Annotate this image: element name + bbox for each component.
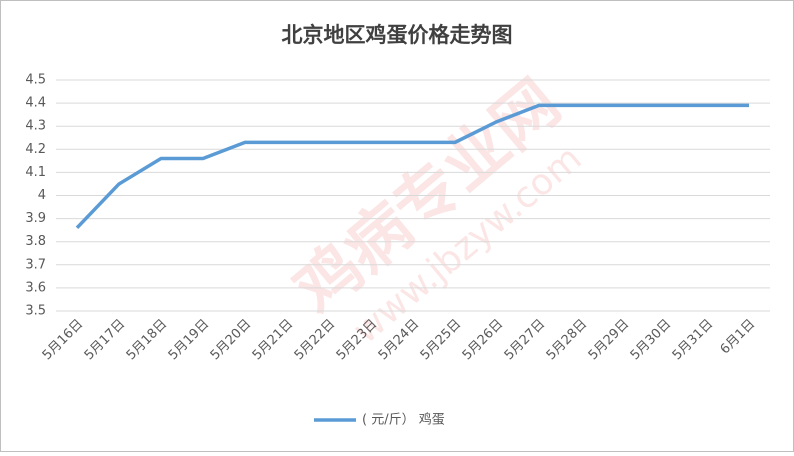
- chart-title: 北京地区鸡蛋价格走势图: [282, 23, 513, 47]
- y-tick-label: 4.4: [25, 96, 46, 111]
- y-tick-label: 3.9: [25, 211, 46, 226]
- y-tick-label: 3.6: [25, 280, 46, 295]
- y-tick-label: 4.3: [25, 119, 46, 134]
- y-tick-label: 4.2: [25, 142, 46, 157]
- y-tick-label: 3.5: [25, 304, 46, 319]
- legend-label: ( 元/斤） 鸡蛋: [362, 412, 445, 428]
- y-tick-label: 4.1: [25, 165, 46, 180]
- series-line: [75, 103, 749, 230]
- y-tick-label: 3.8: [25, 234, 46, 249]
- y-tick-label: 3.7: [25, 257, 46, 272]
- y-tick-label: 4.5: [25, 73, 46, 88]
- y-tick-label: 4: [38, 188, 46, 203]
